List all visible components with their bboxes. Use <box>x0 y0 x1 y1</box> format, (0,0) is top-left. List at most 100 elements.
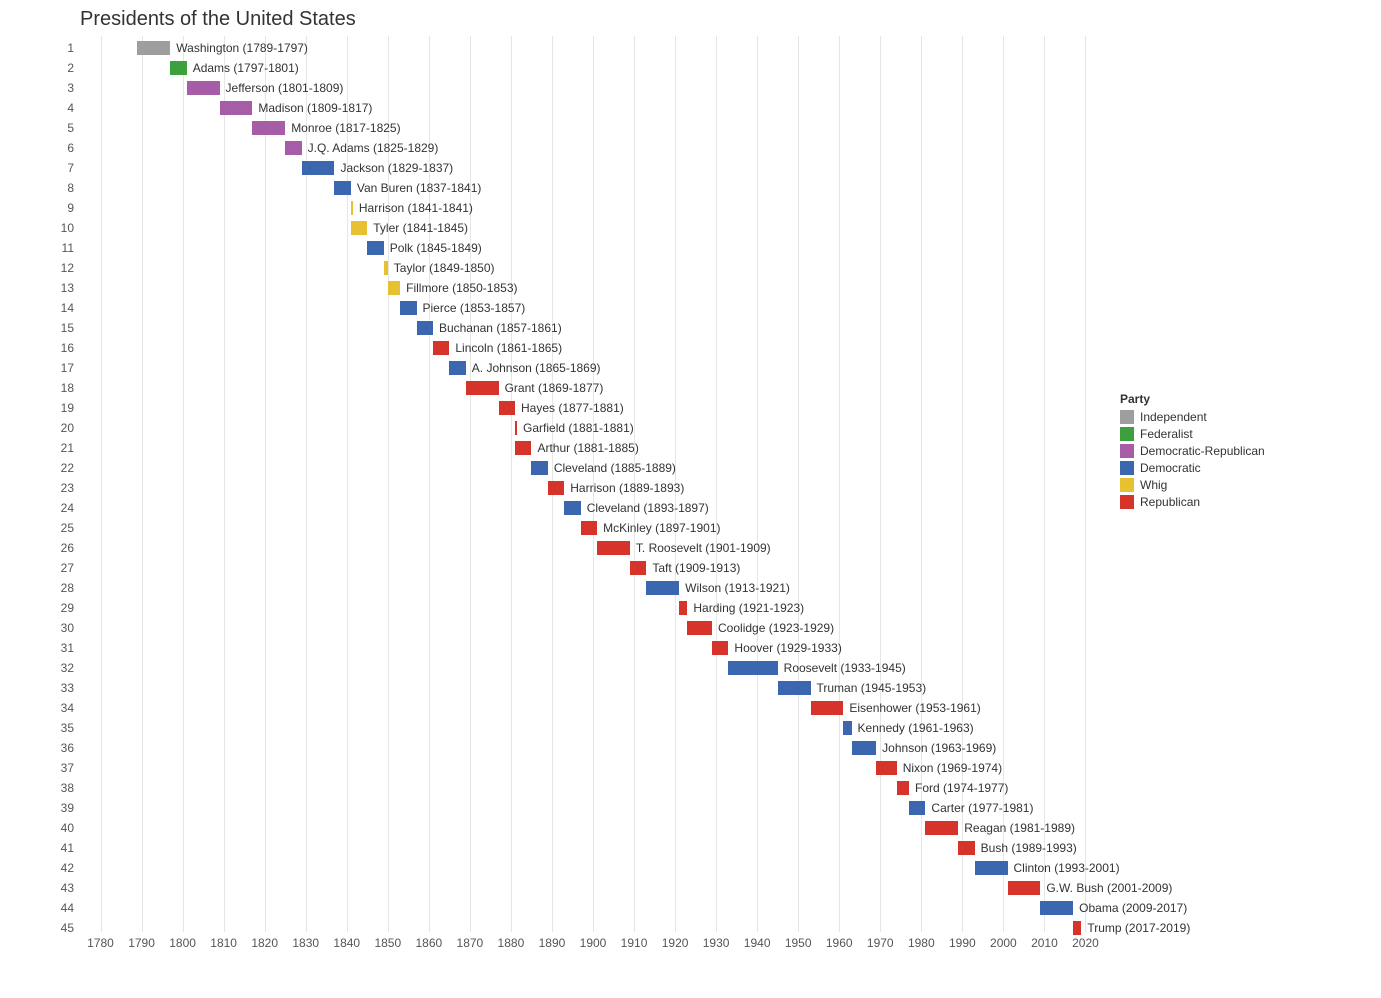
president-bar[interactable] <box>220 101 253 115</box>
y-tick-label: 36 <box>50 741 74 755</box>
x-tick-label: 1980 <box>901 936 941 950</box>
president-bar[interactable] <box>499 401 515 415</box>
president-bar[interactable] <box>384 261 388 275</box>
y-tick-label: 26 <box>50 541 74 555</box>
y-tick-label: 6 <box>50 141 74 155</box>
president-label: McKinley (1897-1901) <box>603 521 720 535</box>
x-tick-label: 1940 <box>737 936 777 950</box>
x-tick-label: 1900 <box>573 936 613 950</box>
president-bar[interactable] <box>285 141 301 155</box>
president-bar[interactable] <box>597 541 630 555</box>
president-bar[interactable] <box>548 481 564 495</box>
president-label: Fillmore (1850-1853) <box>406 281 517 295</box>
gridline <box>716 36 717 932</box>
x-tick-label: 1860 <box>409 936 449 950</box>
president-bar[interactable] <box>252 121 285 135</box>
president-bar[interactable] <box>975 861 1008 875</box>
president-bar[interactable] <box>1073 921 1081 935</box>
president-label: Obama (2009-2017) <box>1079 901 1187 915</box>
president-bar[interactable] <box>958 841 974 855</box>
president-bar[interactable] <box>679 601 687 615</box>
legend-item[interactable]: Federalist <box>1120 427 1265 441</box>
president-bar[interactable] <box>334 181 350 195</box>
president-bar[interactable] <box>646 581 679 595</box>
y-tick-label: 25 <box>50 521 74 535</box>
legend-label: Independent <box>1140 410 1207 424</box>
gridline <box>757 36 758 932</box>
president-bar[interactable] <box>852 741 877 755</box>
president-bar[interactable] <box>449 361 465 375</box>
president-label: Carter (1977-1981) <box>931 801 1033 815</box>
president-bar[interactable] <box>630 561 646 575</box>
president-bar[interactable] <box>778 681 811 695</box>
president-bar[interactable] <box>400 301 416 315</box>
president-bar[interactable] <box>466 381 499 395</box>
legend-item[interactable]: Democratic-Republican <box>1120 444 1265 458</box>
y-tick-label: 33 <box>50 681 74 695</box>
president-bar[interactable] <box>843 721 851 735</box>
gridline <box>224 36 225 932</box>
president-bar[interactable] <box>515 421 517 435</box>
president-bar[interactable] <box>925 821 958 835</box>
president-bar[interactable] <box>876 761 897 775</box>
president-label: Trump (2017-2019) <box>1087 921 1190 935</box>
president-bar[interactable] <box>170 61 186 75</box>
president-label: Grant (1869-1877) <box>505 381 604 395</box>
president-bar[interactable] <box>515 441 531 455</box>
president-bar[interactable] <box>137 41 170 55</box>
legend-item[interactable]: Republican <box>1120 495 1265 509</box>
y-tick-label: 29 <box>50 601 74 615</box>
x-tick-label: 1890 <box>532 936 572 950</box>
x-tick-label: 1970 <box>860 936 900 950</box>
president-bar[interactable] <box>564 501 580 515</box>
president-bar[interactable] <box>1040 901 1073 915</box>
x-tick-label: 1810 <box>204 936 244 950</box>
president-bar[interactable] <box>388 281 400 295</box>
legend-label: Federalist <box>1140 427 1193 441</box>
president-bar[interactable] <box>687 621 712 635</box>
y-tick-label: 43 <box>50 881 74 895</box>
legend-swatch <box>1120 478 1134 492</box>
president-bar[interactable] <box>1008 881 1041 895</box>
president-bar[interactable] <box>351 221 367 235</box>
legend-item[interactable]: Independent <box>1120 410 1265 424</box>
president-bar[interactable] <box>531 461 547 475</box>
x-tick-label: 1790 <box>122 936 162 950</box>
president-label: Adams (1797-1801) <box>193 61 299 75</box>
y-tick-label: 1 <box>50 41 74 55</box>
president-bar[interactable] <box>811 701 844 715</box>
president-bar[interactable] <box>581 521 597 535</box>
legend-item[interactable]: Whig <box>1120 478 1265 492</box>
president-bar[interactable] <box>367 241 383 255</box>
president-bar[interactable] <box>417 321 433 335</box>
president-label: Lincoln (1861-1865) <box>455 341 562 355</box>
president-bar[interactable] <box>909 801 925 815</box>
president-label: T. Roosevelt (1901-1909) <box>636 541 771 555</box>
president-label: Cleveland (1893-1897) <box>587 501 709 515</box>
y-tick-label: 2 <box>50 61 74 75</box>
president-label: Arthur (1881-1885) <box>537 441 638 455</box>
gridline <box>142 36 143 932</box>
president-bar[interactable] <box>897 781 909 795</box>
president-label: Truman (1945-1953) <box>817 681 927 695</box>
x-tick-label: 1930 <box>696 936 736 950</box>
president-bar[interactable] <box>187 81 220 95</box>
president-label: Ford (1974-1977) <box>915 781 1008 795</box>
legend-item[interactable]: Democratic <box>1120 461 1265 475</box>
gridline <box>921 36 922 932</box>
president-label: Jefferson (1801-1809) <box>226 81 344 95</box>
x-tick-label: 1830 <box>286 936 326 950</box>
gridline <box>265 36 266 932</box>
president-bar[interactable] <box>728 661 777 675</box>
president-bar[interactable] <box>712 641 728 655</box>
y-tick-label: 34 <box>50 701 74 715</box>
x-tick-label: 2010 <box>1024 936 1064 950</box>
x-tick-label: 2020 <box>1065 936 1105 950</box>
legend-swatch <box>1120 410 1134 424</box>
president-bar[interactable] <box>302 161 335 175</box>
president-bar[interactable] <box>433 341 449 355</box>
x-tick-label: 1950 <box>778 936 818 950</box>
y-tick-label: 39 <box>50 801 74 815</box>
president-bar[interactable] <box>351 201 353 215</box>
x-tick-label: 1960 <box>819 936 859 950</box>
